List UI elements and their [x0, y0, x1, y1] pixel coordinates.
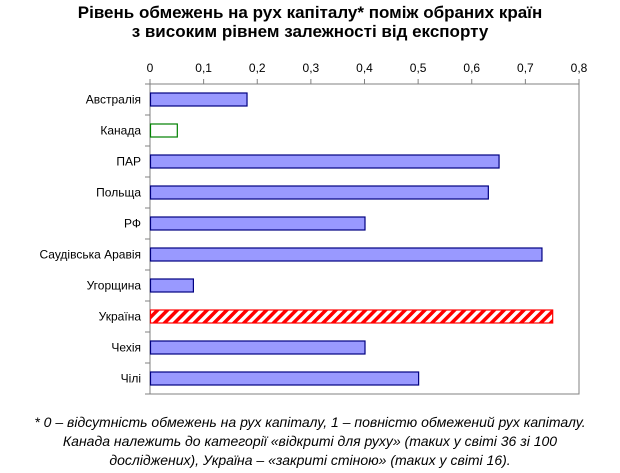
x-tick-label: 0,7: [517, 61, 534, 75]
footnote-line-1: * 0 – відсутність обмежень на рух капіта…: [34, 414, 586, 430]
footnote-line-2: Канада належить до категорії «відкриті д…: [62, 433, 558, 449]
category-label: Канада: [100, 124, 141, 138]
bar: [149, 371, 420, 386]
bar: [149, 185, 489, 200]
bar: [149, 216, 366, 231]
category-label: Україна: [99, 310, 142, 324]
x-tick-label: 0,5: [410, 61, 427, 75]
x-tick-label: 0,6: [463, 61, 480, 75]
category-label: Чехія: [111, 341, 141, 355]
bar: [149, 340, 366, 355]
footnote-line-3: досліджених), Україна – «закриті стіною»…: [109, 452, 511, 468]
bar-layer: [149, 92, 554, 386]
category-label: Чілі: [121, 372, 141, 386]
x-tick-label: 0,3: [303, 61, 320, 75]
x-tick-label: 0,2: [249, 61, 266, 75]
category-label: ПАР: [116, 155, 141, 169]
category-label: Угорщина: [87, 279, 142, 293]
x-tick-label: 0: [147, 61, 154, 75]
chart-title-line-1: Рівень обмежень на рух капіталу* поміж о…: [77, 3, 543, 22]
category-label: Польща: [96, 186, 141, 200]
bar: [149, 123, 178, 138]
chart-title-line-2: з високим рівнем залежності від експорту: [131, 22, 489, 41]
axis-layer: [145, 79, 580, 395]
category-label: Саудівська Аравія: [39, 248, 141, 262]
bar: [149, 154, 500, 169]
category-label: РФ: [124, 217, 141, 231]
x-tick-label: 0,8: [571, 61, 588, 75]
bar: [149, 247, 543, 262]
tick-label-layer: 0 0,1 0,2 0,3 0,4 0,5 0,6 0,7 0,8: [147, 61, 588, 75]
bar: [149, 92, 248, 107]
chart-svg: 0 0,1 0,2 0,3 0,4 0,5 0,6 0,7 0,8 Австралія Канад…: [39, 61, 588, 395]
category-label-layer: Австралія Канада ПАР Польща РФ Саудівська Ара…: [39, 93, 141, 386]
x-tick-label: 0,1: [195, 61, 212, 75]
bar: [149, 278, 195, 293]
category-label: Австралія: [86, 93, 141, 107]
x-tick-label: 0,4: [356, 61, 373, 75]
bar: [149, 309, 554, 324]
